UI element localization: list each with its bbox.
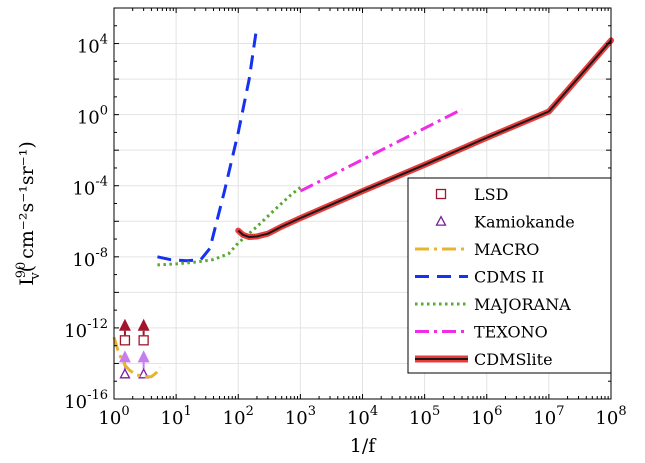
y-axis-label-sub: v (28, 272, 43, 281)
y-tick-label: 104 (77, 33, 108, 58)
majorana-line (157, 186, 302, 267)
legend-label: MACRO (474, 240, 539, 259)
y-tick-label: 100 (77, 104, 108, 129)
plot-series (112, 25, 614, 379)
lsd-arrow-head (137, 318, 150, 331)
series-macro (112, 336, 162, 379)
series-kamiokande (118, 350, 150, 379)
y-axis-label-units: ( cm⁻²s⁻¹sr⁻¹) (16, 141, 38, 272)
x-tick-labels: 100 101 102 103 104 105 106 107 108 (98, 404, 626, 429)
y-tick-label: 10-4 (72, 175, 108, 200)
kamiokande-marker (119, 367, 131, 379)
legend-item-majorana: MAJORANA (415, 295, 571, 314)
macro-line (112, 336, 162, 379)
y-axis-label: I90v( cm⁻²s⁻¹sr⁻¹) (14, 141, 43, 285)
series-cdmslite (235, 37, 614, 241)
x-tick-label: 104 (347, 404, 378, 429)
legend-item-macro: MACRO (415, 240, 539, 259)
legend-label: CDMSlite (474, 350, 553, 369)
series-lsd (118, 318, 150, 346)
legend-item-cdmslite: CDMSlite (415, 350, 553, 369)
kamiokande-arrow-head (137, 350, 150, 363)
lsd-marker (119, 335, 131, 346)
x-tick-label: 101 (161, 404, 192, 429)
legend: LSD Kamiokande MACRO CDMS II MAJORANA TEXONO C… (407, 177, 612, 374)
legend-label: LSD (474, 185, 508, 204)
y-axis-label-sup: 90 (14, 262, 29, 279)
x-tick-label: 103 (285, 404, 316, 429)
texono-line (299, 107, 463, 193)
legend-label: TEXONO (474, 323, 548, 342)
y-tick-label: 10-8 (72, 246, 108, 271)
legend-marker (435, 188, 447, 200)
y-axis-label-main: I (16, 278, 38, 286)
x-tick-label: 102 (223, 404, 254, 429)
series-texono (299, 107, 463, 193)
legend-item-kamiokande: Kamiokande (435, 213, 575, 232)
legend-label: CDMS II (474, 268, 544, 287)
x-axis-label: 1/f (350, 435, 377, 457)
kamiokande-marker (138, 367, 150, 379)
lsd-arrow-head (118, 318, 131, 331)
lsd-marker (138, 335, 149, 346)
legend-label: MAJORANA (474, 295, 571, 314)
x-tick-label: 108 (595, 404, 626, 429)
x-tick-label: 100 (98, 404, 129, 429)
y-tick-labels: 10-16 10-12 10-8 10-4 100 104 (64, 33, 108, 413)
series-cdms-ii (157, 25, 259, 263)
x-tick-label: 105 (409, 404, 440, 429)
cdmslite-line (237, 39, 612, 239)
x-tick-label: 106 (471, 404, 502, 429)
legend-marker (435, 215, 447, 226)
legend-item-cdms-ii: CDMS II (415, 268, 544, 287)
kamiokande-arrow-head (118, 350, 131, 363)
legend-item-texono: TEXONO (415, 323, 548, 342)
legend-label: Kamiokande (474, 213, 575, 232)
y-tick-label: 10-12 (64, 317, 108, 342)
y-tick-label: 10-16 (64, 388, 108, 413)
x-tick-label: 107 (533, 404, 564, 429)
legend-item-lsd: LSD (435, 185, 508, 204)
series-majorana (157, 186, 302, 267)
cdms-ii-line (157, 25, 259, 263)
